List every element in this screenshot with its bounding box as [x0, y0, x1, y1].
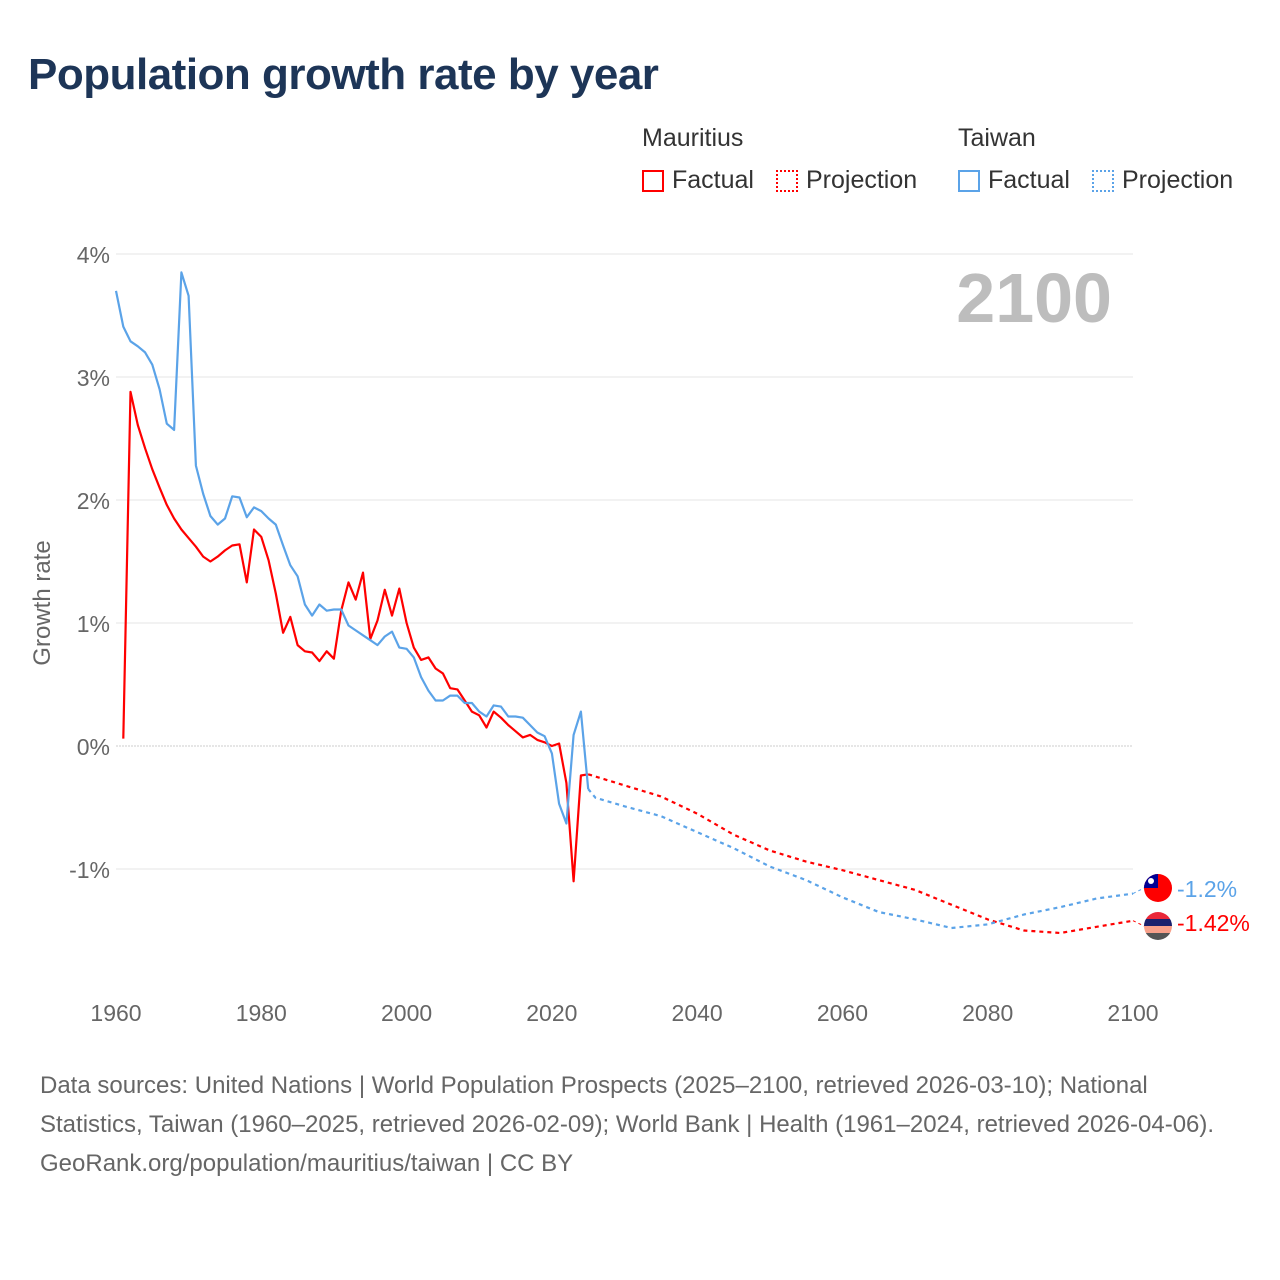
swatch-solid-icon	[642, 169, 664, 192]
y-tick-label: 4%	[77, 242, 110, 268]
taiwan-projection-line	[587, 788, 1134, 930]
legend-label: Factual	[988, 166, 1070, 194]
x-tick-label: 2100	[1107, 1000, 1158, 1026]
mauritius-factual-line	[122, 390, 589, 883]
legend-group-mauritius: Mauritius	[642, 124, 744, 152]
mauritius-projection-line	[587, 773, 1134, 935]
x-tick-label: 2000	[381, 1000, 432, 1026]
y-tick-label: -1%	[69, 857, 110, 883]
swatch-solid-icon	[958, 169, 980, 192]
legend-mauritius-factual[interactable]: Factual	[642, 166, 754, 195]
legend-taiwan-projection[interactable]: Projection	[1092, 166, 1233, 195]
legend-taiwan-factual[interactable]: Factual	[958, 166, 1070, 195]
data-sources: Data sources: United Nations | World Pop…	[40, 1072, 1215, 1138]
end-label-taiwan: -1.2%	[1177, 876, 1237, 902]
x-tick-label: 2020	[526, 1000, 577, 1026]
x-tick-label: 2060	[817, 1000, 868, 1026]
swatch-dotted-icon	[776, 169, 798, 192]
taiwan-factual-line	[114, 271, 590, 825]
y-tick-label: 3%	[77, 365, 110, 391]
x-tick-label: 2040	[672, 1000, 723, 1026]
legend-label: Projection	[806, 166, 918, 194]
x-tick-label: 1960	[90, 1000, 141, 1026]
legend-group-taiwan: Taiwan	[958, 124, 1036, 152]
x-tick-label: 1980	[236, 1000, 287, 1026]
end-label-mauritius: -1.42%	[1177, 910, 1250, 936]
legend-mauritius-projection[interactable]: Projection	[776, 166, 917, 195]
legend-label: Factual	[672, 166, 754, 194]
mauritius-flag-icon	[1144, 912, 1172, 940]
swatch-dotted-icon	[1092, 169, 1114, 192]
y-tick-label: 2%	[77, 488, 110, 514]
y-tick-label: 1%	[77, 611, 110, 637]
x-tick-label: 2080	[962, 1000, 1013, 1026]
y-axis-label: Growth rate	[29, 540, 56, 665]
credit-link[interactable]: GeoRank.org/population/mauritius/taiwan …	[40, 1150, 574, 1177]
legend-label: Projection	[1122, 166, 1234, 194]
taiwan-flag-icon	[1144, 874, 1172, 902]
y-tick-label: 0%	[77, 734, 110, 760]
leader-line	[1132, 887, 1145, 895]
chart-title: Population growth rate by year	[28, 50, 659, 99]
line-chart: 4% 3% 2% 1% 0% -1% 1960 1980 2000 2020 2040 2060 208…	[29, 242, 1250, 1026]
footer: Data sources: United Nations | World Pop…	[40, 1066, 1250, 1183]
leader-line	[1132, 920, 1145, 927]
year-label: 2100	[956, 259, 1112, 337]
